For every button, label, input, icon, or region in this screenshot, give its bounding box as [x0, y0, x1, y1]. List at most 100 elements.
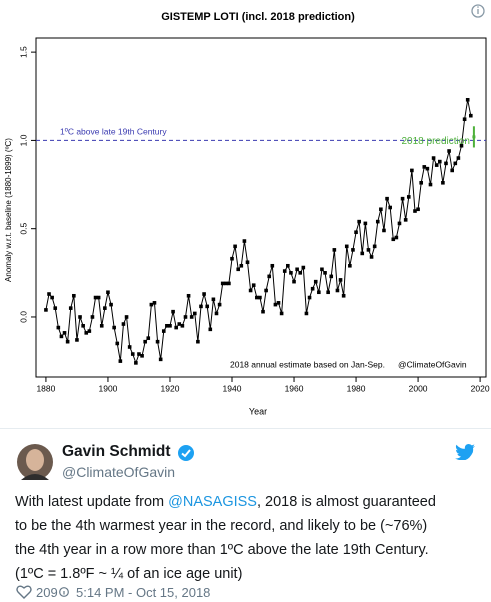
avatar-face: [26, 449, 44, 471]
x-tick-label: 2020: [471, 383, 490, 393]
data-point: [363, 221, 368, 226]
data-point: [68, 306, 73, 310]
data-point: [168, 323, 172, 328]
mention-link[interactable]: @NASAGISS: [168, 494, 257, 510]
data-point: [400, 196, 405, 201]
data-point: [304, 311, 309, 316]
data-point: [375, 219, 380, 224]
data-point: [103, 306, 107, 310]
x-axis-label: Year: [249, 406, 267, 416]
data-point: [242, 239, 247, 243]
avatar[interactable]: [17, 444, 53, 480]
data-point: [453, 161, 458, 166]
data-point: [180, 323, 185, 328]
data-point: [214, 311, 219, 316]
data-point: [416, 207, 420, 212]
data-point: [289, 271, 293, 275]
avatar-shirt: [21, 474, 49, 480]
data-point: [282, 269, 287, 273]
data-point: [224, 281, 228, 286]
tweet-text: , 2018 is almost guaranteed: [256, 494, 436, 510]
data-point: [447, 149, 451, 153]
data-point: [189, 315, 194, 319]
y-axis-label: Anomaly w.r.t. baseline (1880-1899) (ºC): [4, 138, 13, 282]
data-point: [146, 336, 151, 340]
data-point: [313, 279, 318, 284]
user-handle[interactable]: @ClimateOfGavin: [62, 464, 176, 480]
data-point: [87, 329, 92, 333]
prediction-label: 2018 prediction: [402, 136, 470, 147]
y-tick-label: 1.5: [18, 46, 28, 58]
info-icon-dot: [477, 6, 479, 8]
divider: [0, 428, 491, 429]
data-point: [344, 244, 349, 249]
data-point: [208, 327, 213, 332]
data-point: [72, 293, 76, 298]
user-name[interactable]: Gavin Schmidt: [62, 443, 171, 460]
data-point: [444, 161, 448, 166]
x-tick-label: 2000: [409, 383, 428, 393]
data-point: [115, 341, 120, 346]
chart: GISTEMP LOTI (incl. 2018 prediction) Yea…: [4, 4, 490, 417]
data-point: [233, 244, 237, 249]
data-point: [388, 205, 392, 210]
data-point: [267, 274, 272, 279]
data-point: [419, 180, 423, 185]
data-point: [248, 288, 253, 293]
data-point: [47, 292, 51, 296]
data-point: [78, 315, 82, 319]
data-point: [137, 352, 141, 356]
data-point: [264, 288, 268, 293]
twitter-logo[interactable]: [455, 444, 475, 460]
data-point: [379, 207, 383, 212]
data-point: [323, 271, 327, 275]
tweet-text: With latest update from: [15, 494, 169, 510]
data-point: [118, 359, 123, 363]
data-point: [134, 361, 138, 365]
info-icon[interactable]: [471, 4, 485, 18]
data-point: [298, 271, 303, 275]
data-point: [459, 143, 464, 148]
data-point: [75, 338, 79, 342]
data-point: [174, 325, 178, 330]
data-point: [149, 302, 154, 307]
data-point: [413, 209, 417, 213]
prediction-point: [472, 135, 476, 139]
x-tick-label: 1900: [98, 383, 117, 393]
tweet-line: With latest update from @NASAGISS, 2018 …: [15, 494, 436, 510]
data-point: [317, 290, 321, 295]
data-point: [62, 331, 67, 335]
data-point: [255, 295, 259, 300]
y-tick-label: 0.5: [18, 223, 28, 235]
data-point: [329, 274, 334, 279]
x-tick-label: 1980: [347, 383, 366, 393]
data-point: [205, 304, 209, 309]
data-point: [456, 156, 461, 160]
data-point: [357, 219, 361, 224]
data-point: [469, 113, 473, 118]
tweet-time[interactable]: 5:14 PM - Oct 15, 2018: [76, 585, 211, 600]
data-point: [391, 237, 396, 242]
data-point: [422, 165, 427, 169]
data-point: [106, 290, 110, 295]
data-point: [437, 159, 442, 164]
tweet-text: (1ºC = 1.8ºF ~ ¼ of an ice age unit): [15, 566, 243, 582]
data-point: [261, 309, 265, 314]
data-point: [199, 304, 203, 309]
data-point: [301, 265, 306, 270]
data-point: [239, 263, 244, 268]
data-point: [158, 357, 163, 362]
like-icon[interactable]: [16, 585, 32, 599]
data-point: [354, 230, 358, 235]
data-point: [211, 297, 216, 302]
data-point: [276, 301, 281, 305]
y-tick-label: 0.0: [18, 311, 28, 323]
data-point: [385, 196, 389, 201]
data-point: [152, 301, 157, 305]
data-point: [450, 168, 454, 173]
data-point: [338, 278, 343, 282]
data-point: [258, 295, 262, 300]
data-point: [270, 263, 275, 268]
info-circle[interactable]: [59, 587, 69, 597]
note: 2018 annual estimate based on Jan-Sep.: [230, 359, 385, 369]
